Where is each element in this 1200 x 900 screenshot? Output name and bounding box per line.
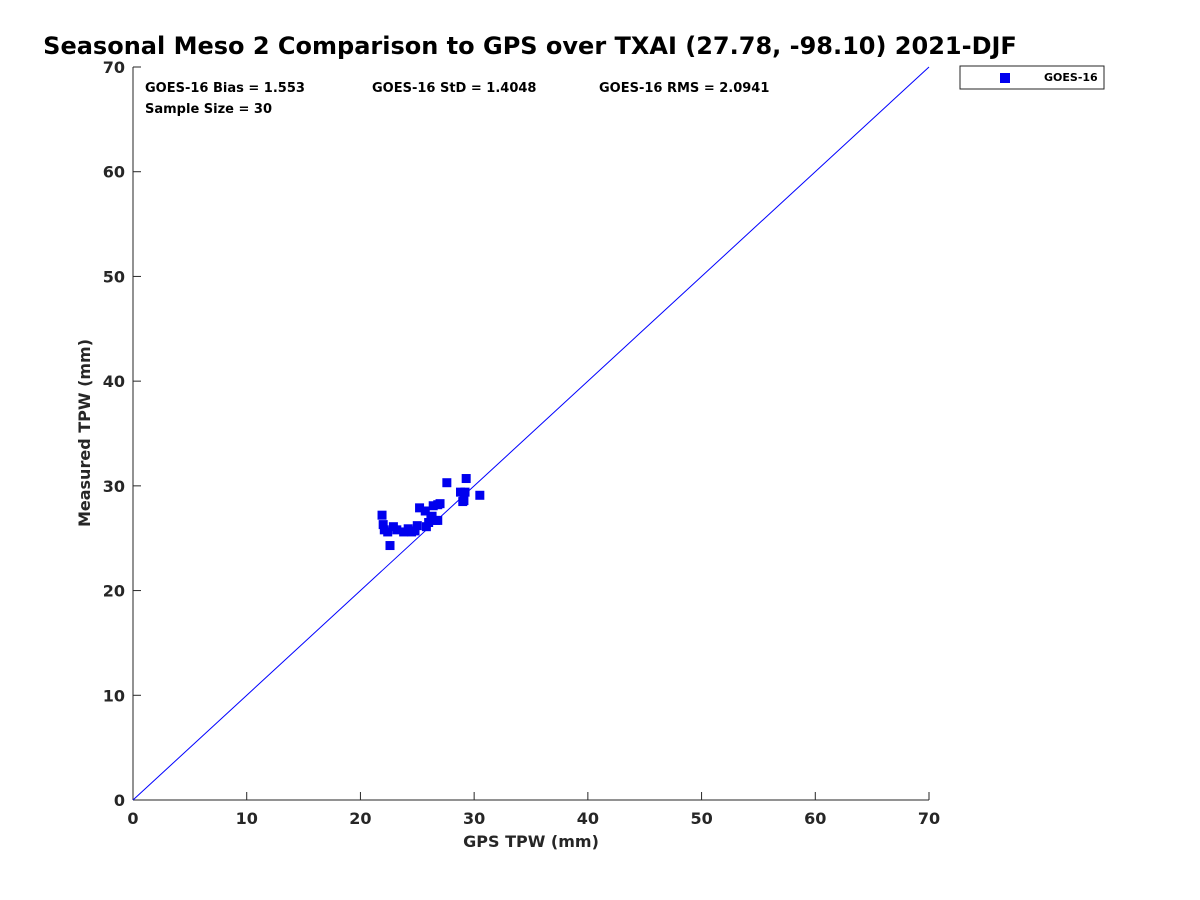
data-point: [410, 526, 420, 536]
data-point: [428, 501, 438, 511]
data-point: [442, 478, 452, 488]
x-tick-label: 20: [349, 809, 371, 828]
y-tick-label: 20: [103, 582, 125, 601]
y-axis-label: Measured TPW (mm): [75, 339, 94, 527]
data-point: [399, 527, 409, 537]
x-tick-label: 0: [127, 809, 138, 828]
data-point: [435, 499, 445, 509]
data-point: [461, 474, 471, 484]
x-axis-label: GPS TPW (mm): [463, 832, 599, 851]
x-tick-label: 30: [463, 809, 485, 828]
legend: GOES-16: [959, 65, 1105, 90]
x-tick-label: 60: [804, 809, 826, 828]
data-point: [427, 511, 437, 521]
data-point: [385, 541, 395, 551]
x-tick-label: 70: [918, 809, 940, 828]
y-tick-label: 50: [103, 267, 125, 286]
data-point: [392, 525, 402, 535]
chart-title: Seasonal Meso 2 Comparison to GPS over T…: [43, 32, 1017, 60]
y-tick-label: 70: [103, 58, 125, 77]
legend-marker-square: [1000, 73, 1010, 83]
one-to-one-line: [132, 66, 930, 801]
data-point: [424, 518, 434, 528]
legend-entry-goes16: GOES-16: [1044, 71, 1098, 84]
data-point: [460, 487, 470, 497]
data-point: [378, 520, 388, 530]
data-point: [377, 510, 387, 520]
sample-size-stat: Sample Size = 30: [145, 102, 272, 117]
axes: 0 10 20 30 40 50 60 70 0 10 20 30 40 50 60 70: [103, 58, 940, 828]
x-tick-label: 10: [236, 809, 258, 828]
data-point: [383, 527, 393, 537]
rms-stat: GOES-16 RMS = 2.0941: [599, 81, 769, 96]
one-to-one-line-path: [132, 66, 930, 801]
data-point: [420, 506, 430, 516]
data-point: [415, 503, 425, 513]
std-stat: GOES-16 StD = 1.4048: [372, 81, 536, 96]
data-point: [412, 521, 422, 531]
data-point: [459, 496, 469, 506]
y-tick-label: 30: [103, 477, 125, 496]
y-tick-label: 10: [103, 686, 125, 705]
data-points: [377, 474, 485, 551]
data-point: [455, 487, 465, 497]
legend-box: [959, 65, 1105, 90]
y-tick-label: 40: [103, 372, 125, 391]
y-tick-label: 0: [114, 791, 125, 810]
y-tick-label: 60: [103, 163, 125, 182]
bias-stat: GOES-16 Bias = 1.553: [145, 81, 305, 96]
data-point: [433, 515, 443, 525]
x-tick-label: 50: [690, 809, 712, 828]
x-tick-label: 40: [577, 809, 599, 828]
data-point: [475, 490, 485, 500]
